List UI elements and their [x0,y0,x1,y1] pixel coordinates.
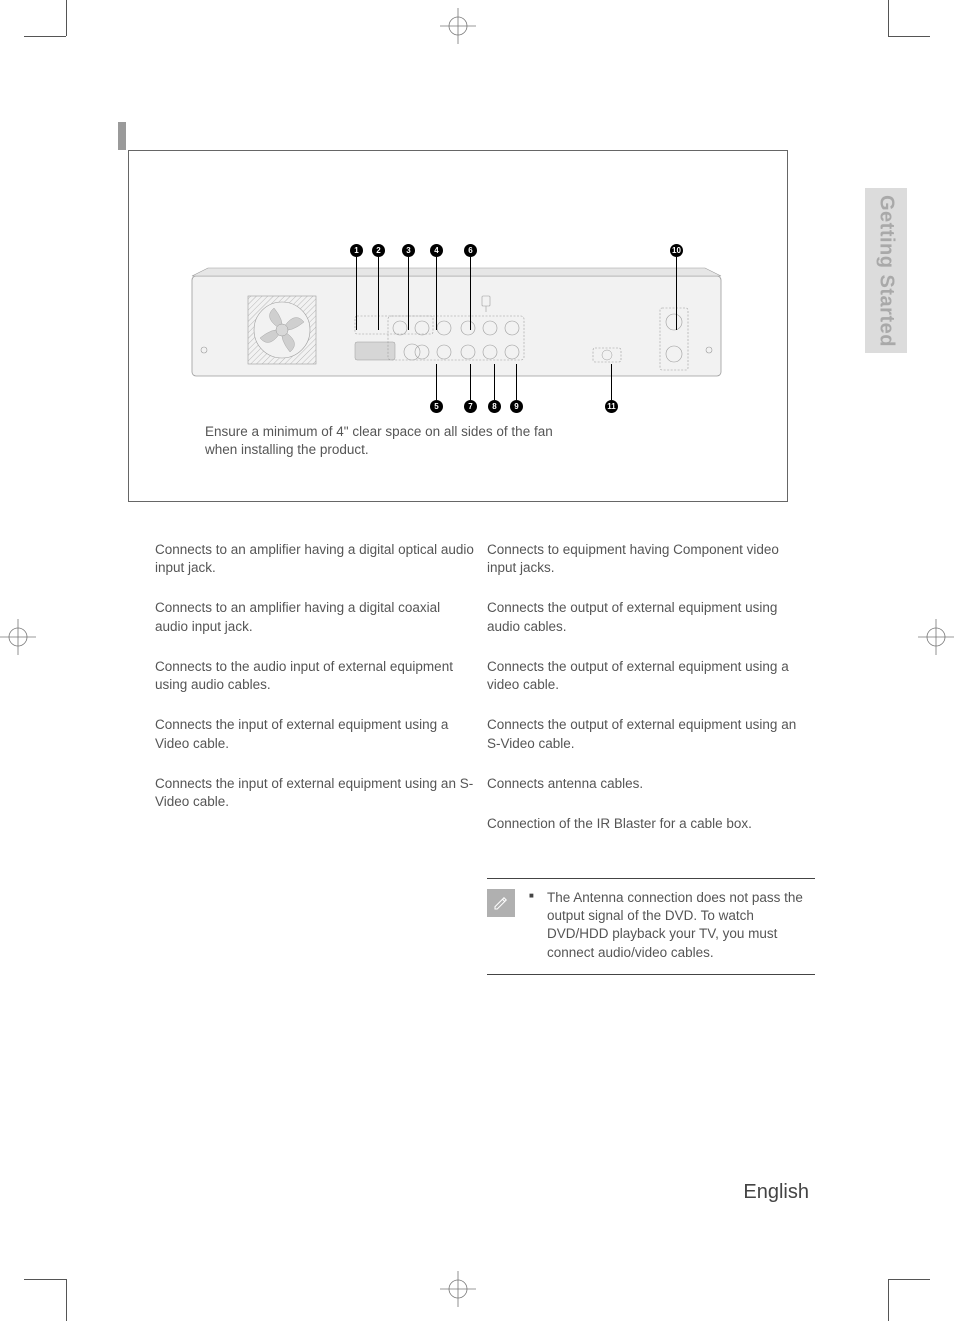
callout-number: 8 [488,400,501,413]
crop-mark [24,1279,66,1280]
registration-mark-icon [0,617,38,657]
section-tab: Getting Started [865,188,907,353]
registration-mark-icon [438,6,478,46]
callout-leader-line [470,257,471,330]
note-box: The Antenna connection does not pass the… [487,878,815,975]
callout-leader-line [611,364,612,400]
crop-mark [888,1279,930,1280]
description-item: Connects to the audio input of external … [155,658,475,694]
callout-number: 7 [464,400,477,413]
crop-mark [888,36,930,37]
note-text: The Antenna connection does not pass the… [529,889,815,962]
device-rear-panel-illustration [190,266,723,380]
crop-mark [24,36,66,37]
description-item: Connects to equipment having Component v… [487,541,807,577]
description-item: Connects the output of external equipmen… [487,658,807,694]
callout-leader-line [378,257,379,330]
callout-number: 2 [372,244,385,257]
description-item: Connects the input of external equipment… [155,775,475,811]
callout-number: 5 [430,400,443,413]
callout-leader-line [516,364,517,400]
section-tab-label: Getting Started [875,195,898,347]
registration-mark-icon [438,1269,478,1309]
callout-leader-line [470,364,471,400]
callout-leader-line [676,257,677,330]
accent-bar [118,122,126,150]
note-pencil-icon [487,889,515,917]
callout-leader-line [408,257,409,330]
callout-leader-line [436,257,437,330]
crop-mark [888,0,889,36]
fan-clearance-note: Ensure a minimum of 4" clear space on al… [205,423,585,459]
callout-leader-line [494,364,495,400]
description-item: Connects to an amplifier having a digita… [155,599,475,635]
registration-mark-icon [916,617,954,657]
descriptions-left-column: Connects to an amplifier having a digita… [155,541,475,833]
footer-language: English [743,1181,809,1204]
description-item: Connects antenna cables. [487,775,807,793]
callout-leader-line [436,364,437,400]
description-item: Connects the output of external equipmen… [487,716,807,752]
descriptions-right-column: Connects to equipment having Component v… [487,541,807,855]
callout-number: 4 [430,244,443,257]
callout-number: 11 [605,400,618,413]
callout-number: 10 [670,244,683,257]
callout-number: 1 [350,244,363,257]
callout-number: 6 [464,244,477,257]
description-item: Connects the input of external equipment… [155,716,475,752]
crop-mark [66,0,67,36]
callout-leader-line [356,257,357,330]
callout-number: 3 [402,244,415,257]
callout-number: 9 [510,400,523,413]
description-item: Connects to an amplifier having a digita… [155,541,475,577]
description-item: Connection of the IR Blaster for a cable… [487,815,807,833]
description-item: Connects the output of external equipmen… [487,599,807,635]
